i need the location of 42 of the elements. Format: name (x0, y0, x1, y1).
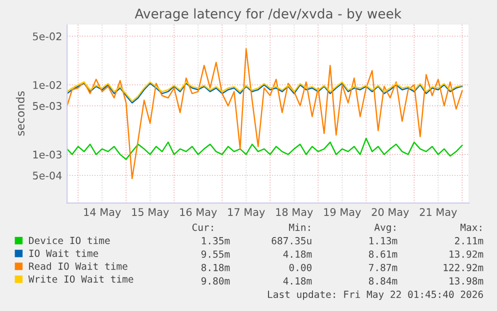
text: 4.18m (283, 250, 312, 258)
text: 122.92m (444, 264, 484, 272)
x-tick-label: 16 May (180, 208, 217, 218)
x-tick-label: 17 May (228, 208, 265, 218)
text: 4.18m (283, 277, 312, 285)
text: Min: (289, 223, 310, 231)
chart-title: Average latency for /dev/xvda - by week (134, 8, 402, 22)
text: 13.98m (450, 277, 484, 285)
text: 2.11m (455, 237, 484, 244)
line-series (67, 48, 463, 180)
legend-label: Device IO time (29, 236, 110, 244)
text: 9.55m (201, 250, 230, 258)
text: 687.35u (272, 237, 312, 244)
line-series (67, 138, 463, 160)
text: Max: (460, 224, 482, 231)
y-tick-label: 1e-03 (33, 150, 62, 159)
y-tick-label: 5e-03 (32, 102, 62, 110)
text: 8.18m (201, 264, 230, 272)
x-tick-label: 21 May (420, 208, 457, 218)
y-tick-label: 1e-02 (33, 81, 62, 89)
text: 0.00 (289, 264, 312, 272)
text: 9.80m (201, 277, 230, 285)
legend-label: Read IO Wait time (29, 262, 128, 270)
y-axis-title: seconds (16, 91, 24, 136)
x-tick-label: 15 May (132, 208, 169, 218)
legend-label: Write IO Wait time (28, 275, 134, 283)
text: Cur: (192, 224, 213, 231)
text: 13.92m (450, 250, 484, 258)
x-tick-label: 19 May (324, 208, 361, 218)
text: 1.13m (370, 237, 398, 244)
text: Last update: Fri May 22 01:45:40 2026 (268, 290, 483, 300)
x-tick-label: 18 May (276, 208, 313, 218)
x-tick-label: 14 May (84, 208, 121, 218)
y-tick-label: 5e-04 (32, 172, 62, 180)
text: 8.61m (368, 250, 398, 258)
text: 7.87m (368, 264, 398, 272)
text: 8.84m (368, 277, 398, 285)
text: 1.35m (202, 237, 230, 244)
y-tick-label: 5e-02 (32, 32, 62, 40)
legend-label: IO Wait time (29, 249, 98, 257)
text: Avg: (374, 224, 396, 233)
x-tick-label: 20 May (372, 208, 409, 218)
